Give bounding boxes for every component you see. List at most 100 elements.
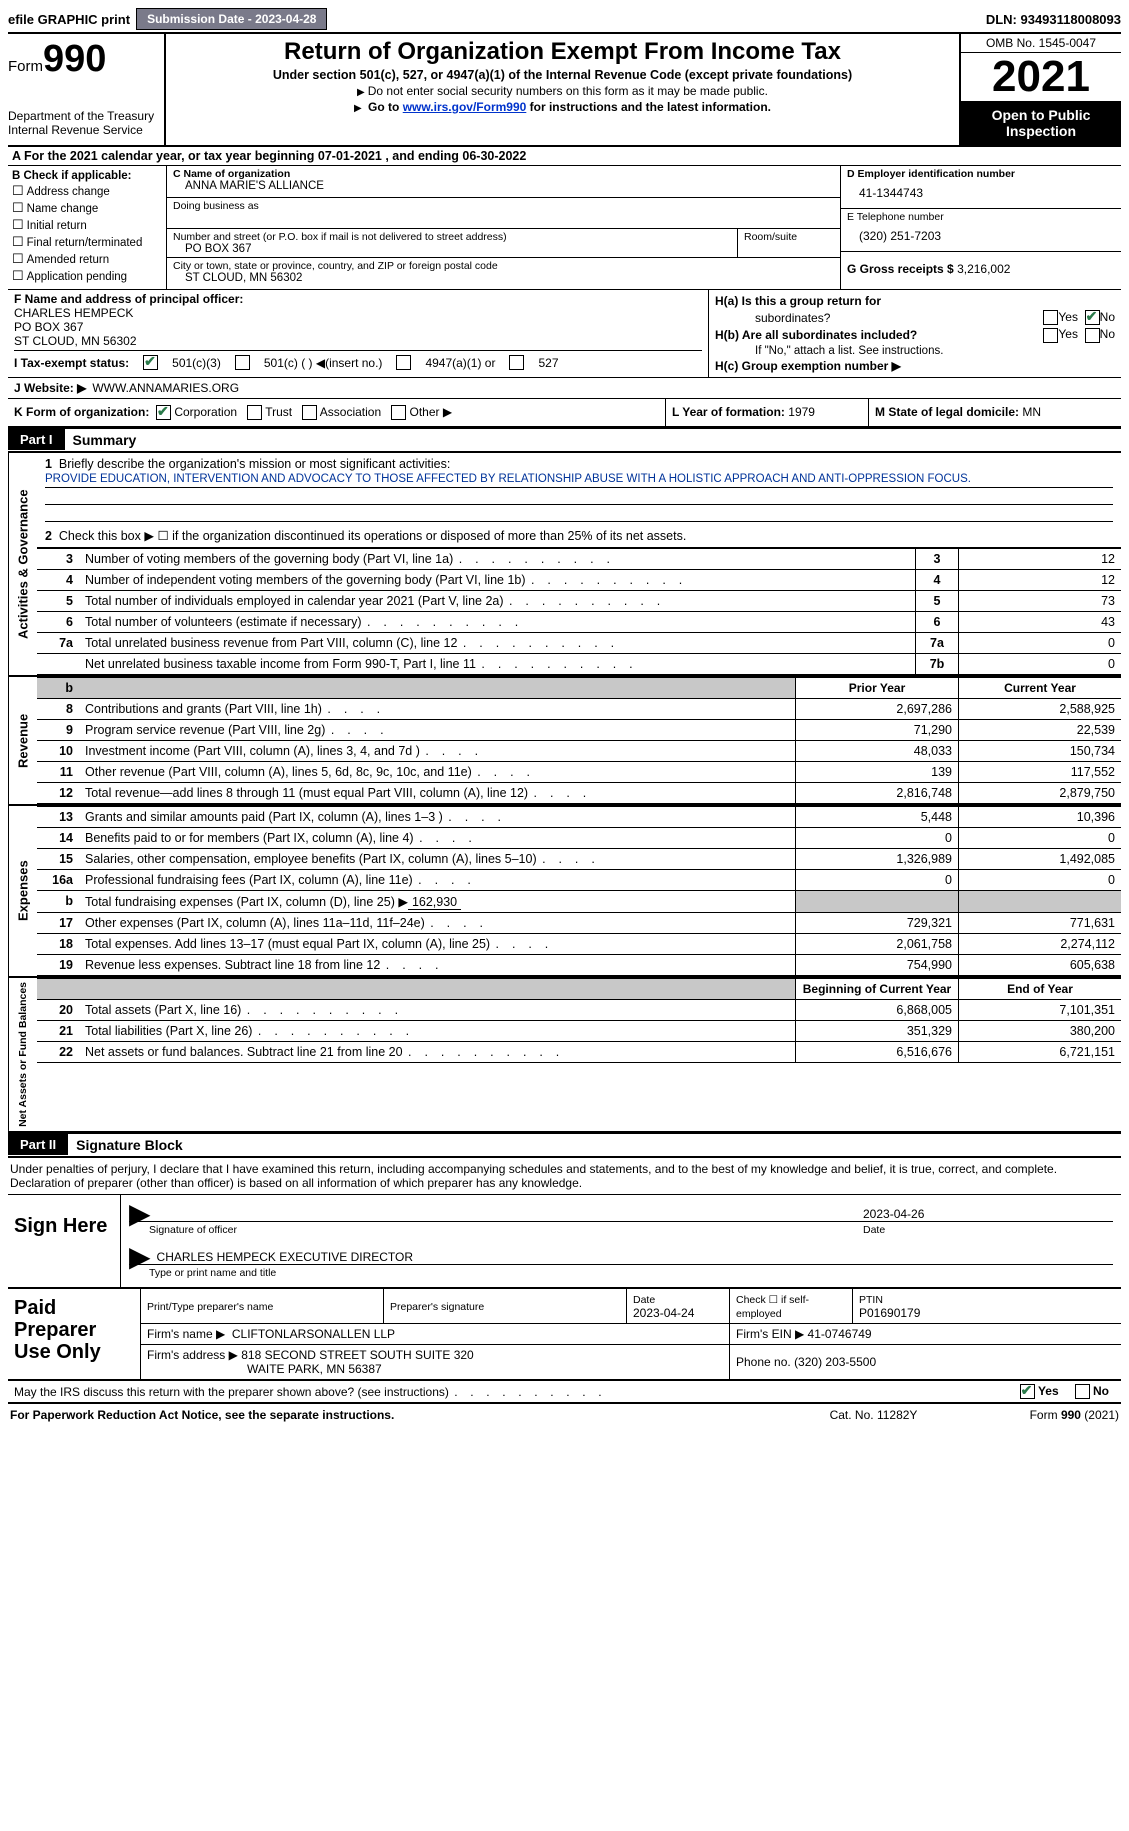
dept-treasury: Department of the Treasury	[8, 109, 158, 123]
section-fh: F Name and address of principal officer:…	[8, 290, 1121, 378]
note-goto: Go to www.irs.gov/Form990 for instructio…	[174, 100, 951, 114]
city-val: ST CLOUD, MN 56302	[173, 272, 834, 284]
irs-label: Internal Revenue Service	[8, 123, 158, 137]
section-f: F Name and address of principal officer:…	[8, 290, 709, 377]
org-name: ANNA MARIE'S ALLIANCE	[173, 180, 834, 192]
open-inspection: Open to Public Inspection	[961, 101, 1121, 145]
chk-initial-return[interactable]: Initial return	[12, 217, 162, 233]
part-ii-title: Signature Block	[68, 1134, 191, 1156]
ha-yes[interactable]	[1043, 310, 1058, 325]
chk-amended[interactable]: Amended return	[12, 251, 162, 267]
officer-addr2: ST CLOUD, MN 56302	[14, 334, 137, 348]
chk-other[interactable]	[391, 405, 406, 420]
org-name-label: C Name of organization	[173, 168, 834, 180]
dba-label: Doing business as	[173, 200, 834, 212]
room-label: Room/suite	[744, 231, 834, 243]
city-label: City or town, state or province, country…	[173, 260, 834, 272]
omb-number: OMB No. 1545-0047	[961, 34, 1121, 53]
sign-here-block: Sign Here ▶ 2023-04-26 Signature of offi…	[8, 1195, 1121, 1289]
header-middle: Return of Organization Exempt From Incom…	[166, 34, 959, 145]
discuss-label: May the IRS discuss this return with the…	[14, 1385, 604, 1399]
officer-addr1: PO BOX 367	[14, 320, 83, 334]
section-klm: K Form of organization: Corporation Trus…	[8, 399, 1121, 428]
table-na: Beginning of Current YearEnd of Year20To…	[37, 978, 1121, 1063]
form-title: Return of Organization Exempt From Incom…	[174, 38, 951, 66]
section-bcd: B Check if applicable: Address change Na…	[8, 166, 1121, 290]
tab-netassets: Net Assets or Fund Balances	[8, 978, 37, 1131]
sig-date: 2023-04-26	[863, 1207, 1113, 1221]
sig-officer-label: Signature of officer	[129, 1224, 863, 1236]
officer-printed: CHARLES HEMPECK EXECUTIVE DIRECTOR	[157, 1250, 414, 1264]
sig-arrow-icon: ▶	[129, 1207, 151, 1221]
table-rev: bPrior YearCurrent Year8Contributions an…	[37, 677, 1121, 804]
table-ag: 3Number of voting members of the governi…	[37, 548, 1121, 675]
header-left: Form990 Department of the Treasury Inter…	[8, 34, 166, 145]
discuss-row: May the IRS discuss this return with the…	[8, 1381, 1121, 1404]
part-ii-num: Part II	[8, 1134, 68, 1155]
efile-label: efile GRAPHIC print	[8, 12, 130, 27]
m-label: M State of legal domicile:	[875, 405, 1019, 419]
f-label: F Name and address of principal officer:	[14, 292, 243, 306]
tel-label: E Telephone number	[847, 211, 1115, 223]
form-word: Form	[8, 58, 43, 75]
b-label: B Check if applicable:	[12, 170, 132, 182]
chk-501c[interactable]	[235, 355, 250, 370]
section-j: J Website: ▶ WWW.ANNAMARIES.ORG	[8, 378, 1121, 399]
chk-final-return[interactable]: Final return/terminated	[12, 234, 162, 250]
ha-no[interactable]	[1085, 310, 1100, 325]
paid-preparer-block: Paid Preparer Use Only Print/Type prepar…	[8, 1289, 1121, 1381]
table-exp: 13Grants and similar amounts paid (Part …	[37, 806, 1121, 976]
chk-4947[interactable]	[396, 355, 411, 370]
l-label: L Year of formation:	[672, 405, 785, 419]
addr-val: PO BOX 367	[173, 243, 731, 255]
chk-address-change[interactable]: Address change	[12, 183, 162, 199]
section-h: H(a) Is this a group return for subordin…	[709, 290, 1121, 377]
section-d: D Employer identification number 41-1344…	[840, 166, 1121, 289]
line2-label: Check this box ▶ ☐ if the organization d…	[59, 529, 686, 543]
gross-label: G Gross receipts $	[847, 262, 954, 276]
form-ref: Form 990 (2021)	[1030, 1408, 1119, 1422]
ein-label: D Employer identification number	[847, 168, 1015, 180]
chk-501c3[interactable]	[143, 355, 158, 370]
chk-pending[interactable]: Application pending	[12, 268, 162, 284]
k-label: K Form of organization:	[14, 405, 149, 419]
chk-name-change[interactable]: Name change	[12, 200, 162, 216]
form-header: Form990 Department of the Treasury Inter…	[8, 32, 1121, 147]
hb-no[interactable]	[1085, 328, 1100, 343]
sig-date-label: Date	[863, 1224, 1113, 1236]
summary-rev: Revenue bPrior YearCurrent Year8Contribu…	[8, 677, 1121, 806]
ein-val: 41-1344743	[847, 180, 1115, 206]
paid-preparer-label: Paid Preparer Use Only	[8, 1289, 141, 1379]
website-val: WWW.ANNAMARIES.ORG	[92, 381, 239, 395]
tab-revenue: Revenue	[8, 677, 37, 804]
section-c: C Name of organization ANNA MARIE'S ALLI…	[167, 166, 840, 289]
sig-intro: Under penalties of perjury, I declare th…	[8, 1158, 1121, 1195]
discuss-no[interactable]	[1075, 1384, 1090, 1399]
cat-no: Cat. No. 11282Y	[830, 1408, 1030, 1422]
gross-val: 3,216,002	[957, 262, 1010, 276]
note-ssn: Do not enter social security numbers on …	[174, 84, 951, 98]
row-a-tax-year: A For the 2021 calendar year, or tax yea…	[8, 147, 1121, 166]
tab-expenses: Expenses	[8, 806, 37, 976]
sig-arrow-icon-2: ▶	[129, 1250, 151, 1264]
part-ii-header: Part II Signature Block	[8, 1133, 1121, 1158]
form-subtitle: Under section 501(c), 527, or 4947(a)(1)…	[174, 68, 951, 82]
m-val: MN	[1022, 405, 1041, 419]
type-name-label: Type or print name and title	[129, 1267, 1113, 1279]
chk-trust[interactable]	[247, 405, 262, 420]
discuss-yes[interactable]	[1020, 1384, 1035, 1399]
i-label: I Tax-exempt status:	[14, 356, 129, 370]
summary-ag: Activities & Governance 1 Briefly descri…	[8, 453, 1121, 677]
top-bar: efile GRAPHIC print Submission Date - 20…	[8, 8, 1121, 30]
part-i-num: Part I	[8, 429, 65, 450]
chk-527[interactable]	[509, 355, 524, 370]
hb-yes[interactable]	[1043, 328, 1058, 343]
tab-activities: Activities & Governance	[8, 453, 37, 675]
irs-link[interactable]: www.irs.gov/Form990	[403, 100, 527, 114]
l-val: 1979	[788, 405, 815, 419]
chk-assoc[interactable]	[302, 405, 317, 420]
summary-exp: Expenses 13Grants and similar amounts pa…	[8, 806, 1121, 978]
submission-date-button[interactable]: Submission Date - 2023-04-28	[136, 8, 327, 30]
sign-here-label: Sign Here	[8, 1195, 121, 1287]
chk-corp[interactable]	[156, 405, 171, 420]
